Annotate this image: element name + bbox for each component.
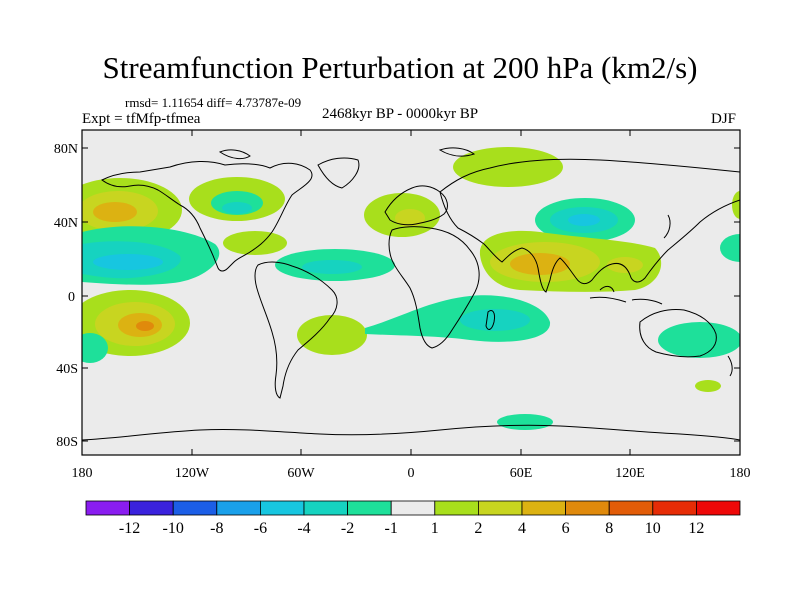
latitude-labels: 80N 40N 0 40S 80S xyxy=(54,142,78,450)
period-label: 2468kyr BP - 0000kyr BP xyxy=(322,106,479,122)
colorbar-label-7: 1 xyxy=(431,520,439,537)
coast-greenland xyxy=(317,157,360,189)
season-label: DJF xyxy=(711,111,737,127)
coastlines xyxy=(82,147,740,441)
lon-label-0: 0 xyxy=(408,466,415,481)
contour-field xyxy=(82,147,740,430)
colorbar-swatch-6 xyxy=(347,500,392,516)
colorbar-swatch-10 xyxy=(521,500,566,516)
lat-label-0: 0 xyxy=(68,290,75,305)
coast-australia xyxy=(639,309,717,358)
contour-ant-neg xyxy=(497,414,553,430)
lon-label-120w: 120W xyxy=(175,466,210,481)
lat-label-40n: 40N xyxy=(54,216,78,231)
stats-label: rmsd= 1.11654 diff= 4.73787e-09 xyxy=(125,95,302,110)
coast-asia xyxy=(439,158,740,293)
contour-na-neg2 xyxy=(222,202,252,214)
contour-sepac-pos4 xyxy=(136,321,154,331)
contour-tatl-neg2 xyxy=(302,260,362,274)
lon-label-60e: 60E xyxy=(510,466,533,481)
colorbar xyxy=(85,500,741,516)
lat-label-40s: 40S xyxy=(56,362,78,377)
contour-eur-pos2 xyxy=(395,209,425,227)
colorbar-swatch-8 xyxy=(434,500,479,516)
coast-madagascar xyxy=(485,309,495,330)
contour-epac-neg xyxy=(720,234,740,262)
colorbar-swatch-4 xyxy=(259,500,305,516)
plot-title: Streamfunction Perturbation at 200 hPa (… xyxy=(102,50,698,85)
lat-label-80s: 80S xyxy=(56,435,78,450)
map-ticks xyxy=(82,130,740,455)
colorbar-swatch-11 xyxy=(565,500,610,516)
colorbar-label-3: -6 xyxy=(254,520,267,537)
colorbar-swatch-0 xyxy=(85,500,130,516)
coast-arctic-islands xyxy=(218,147,476,160)
contour-sib-pos xyxy=(453,147,563,187)
contour-sw-pos xyxy=(695,380,721,392)
coast-indonesia xyxy=(589,285,663,305)
contour-epac-pos xyxy=(732,191,740,219)
colorbar-label-12: 10 xyxy=(645,520,661,537)
colorbar-label-10: 6 xyxy=(562,520,570,537)
coast-europe xyxy=(384,185,448,226)
colorbar-label-4: -4 xyxy=(297,520,310,537)
map-background xyxy=(82,130,740,455)
colorbar-label-2: -8 xyxy=(210,520,223,537)
colorbar-swatch-3 xyxy=(216,500,261,516)
coast-south-america xyxy=(254,261,338,399)
contour-sam-pos xyxy=(297,315,367,355)
lat-label-80n: 80N xyxy=(54,142,78,157)
lon-label-180e: 180 xyxy=(730,466,751,481)
coast-antarctica xyxy=(82,424,740,441)
colorbar-swatch-1 xyxy=(129,500,174,516)
colorbar-labels: -12 -10 -8 -6 -4 -2 -1 1 2 4 6 8 10 12 xyxy=(119,520,704,537)
colorbar-label-9: 4 xyxy=(518,520,526,537)
coast-africa xyxy=(388,226,480,349)
lon-label-180w: 180 xyxy=(72,466,93,481)
colorbar-label-13: 12 xyxy=(688,520,704,537)
contour-wspac-neg xyxy=(82,333,108,363)
colorbar-swatch-7 xyxy=(390,500,436,516)
contour-pac-neg3 xyxy=(93,254,163,270)
colorbar-label-8: 2 xyxy=(474,520,482,537)
experiment-label: Expt = tfMfp-tfmea xyxy=(82,111,201,127)
longitude-labels: 180 120W 60W 0 60E 120E 180 xyxy=(72,466,751,481)
colorbar-swatch-2 xyxy=(172,500,218,516)
colorbar-label-5: -2 xyxy=(341,520,354,537)
colorbar-label-1: -10 xyxy=(163,520,184,537)
contour-sasia-pos4 xyxy=(607,257,643,273)
coast-new-zealand xyxy=(727,355,733,377)
colorbar-swatch-9 xyxy=(477,500,523,516)
coast-japan xyxy=(663,214,671,239)
colorbar-label-0: -12 xyxy=(119,520,140,537)
contour-sind-neg2 xyxy=(460,309,530,331)
contour-sasia-pos3 xyxy=(510,253,570,275)
colorbar-swatch-12 xyxy=(608,500,654,516)
coast-north-america xyxy=(101,161,313,272)
colorbar-label-11: 8 xyxy=(605,520,613,537)
lon-label-120e: 120E xyxy=(615,466,645,481)
lon-label-60w: 60W xyxy=(287,466,315,481)
colorbar-swatch-14 xyxy=(696,500,741,516)
contour-gulf-pos xyxy=(223,231,287,255)
contour-aus-neg xyxy=(658,322,740,358)
colorbar-label-6: -1 xyxy=(385,520,398,537)
contour-asia-neg3 xyxy=(568,214,600,226)
colorbar-swatch-5 xyxy=(303,500,348,516)
colorbar-swatch-13 xyxy=(652,500,697,516)
contour-npac-pos3 xyxy=(93,202,137,222)
